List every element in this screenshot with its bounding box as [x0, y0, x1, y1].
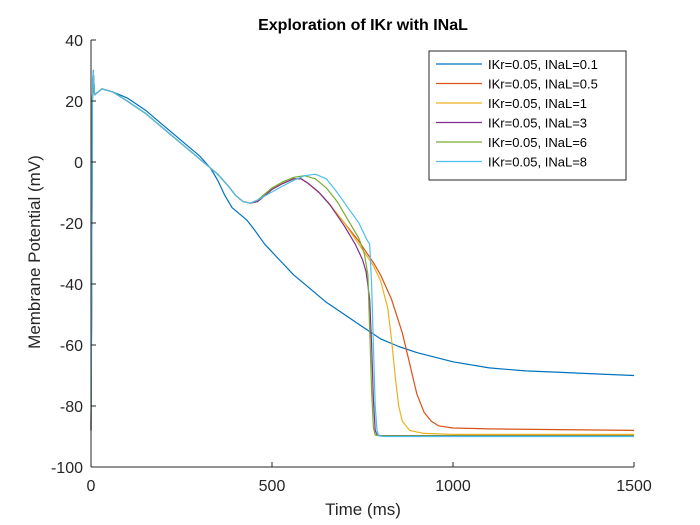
- x-tick-label: 500: [259, 478, 286, 495]
- legend-box: [428, 50, 627, 181]
- x-tick-label: 0: [87, 478, 96, 495]
- legend-label-5: IKr=0.05, INaL=6: [488, 135, 587, 150]
- y-tick-label: -20: [60, 216, 83, 233]
- axes: 0 500 1000 1500 -100 -80 -60 -40 -20 0 20 40: [51, 33, 652, 495]
- x-tick-label: 1500: [616, 478, 652, 495]
- y-tick-label: -60: [60, 338, 83, 355]
- y-tick-label: 40: [65, 33, 83, 50]
- legend-label-6: IKr=0.05, INaL=8: [488, 155, 587, 170]
- legend-label-4: IKr=0.05, INaL=3: [488, 116, 587, 131]
- plot-lines: [90, 69, 635, 438]
- legend-label-1: IKr=0.05, INaL=0.1: [488, 57, 598, 72]
- y-axis-title: Membrane Potential (mV): [25, 155, 44, 349]
- x-tick-label: 1000: [435, 478, 471, 495]
- x-axis-title: Time (ms): [325, 500, 401, 519]
- y-tick-label: 20: [65, 94, 83, 111]
- y-tick-label: -40: [60, 277, 83, 294]
- y-tick-label: -80: [60, 399, 83, 416]
- series-line-6: [90, 69, 634, 438]
- legend-label-2: IKr=0.05, INaL=0.5: [488, 77, 598, 92]
- chart-title: Exploration of IKr with INaL: [258, 17, 468, 34]
- legend-label-3: IKr=0.05, INaL=1: [488, 96, 587, 111]
- y-tick-label: -100: [51, 460, 83, 477]
- legend: IKr=0.05, INaL=0.1 IKr=0.05, INaL=0.5 IKr=…: [428, 50, 627, 181]
- y-tick-label: 0: [74, 155, 83, 172]
